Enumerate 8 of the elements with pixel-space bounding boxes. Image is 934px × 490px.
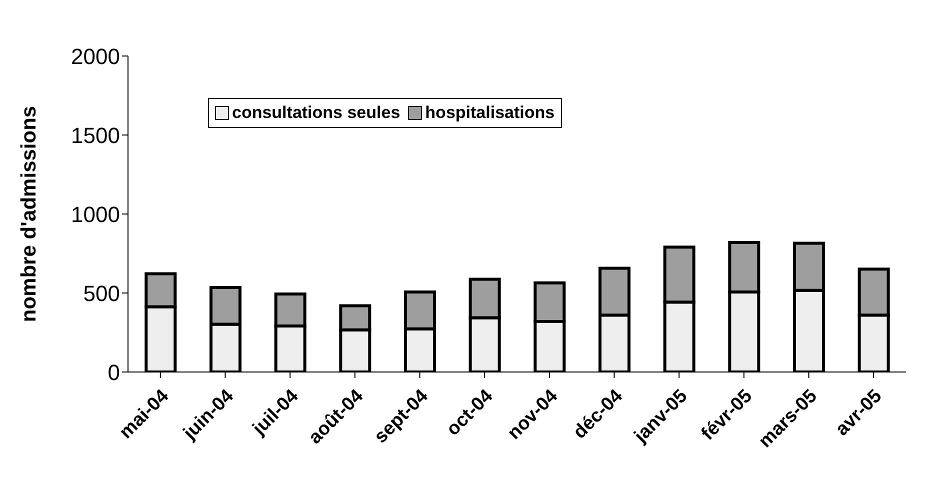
y-tick-label: 0: [108, 360, 120, 385]
legend-label: hospitalisations: [424, 103, 555, 123]
legend-label: consultations seules: [231, 103, 400, 123]
y-tick-label: 2000: [71, 44, 120, 69]
y-tick-label: 1000: [71, 202, 120, 227]
y-axis-title: nombre d'admissions: [17, 106, 40, 322]
y-tick-label: 500: [83, 280, 120, 306]
y-tick-label: 1500: [71, 122, 120, 148]
